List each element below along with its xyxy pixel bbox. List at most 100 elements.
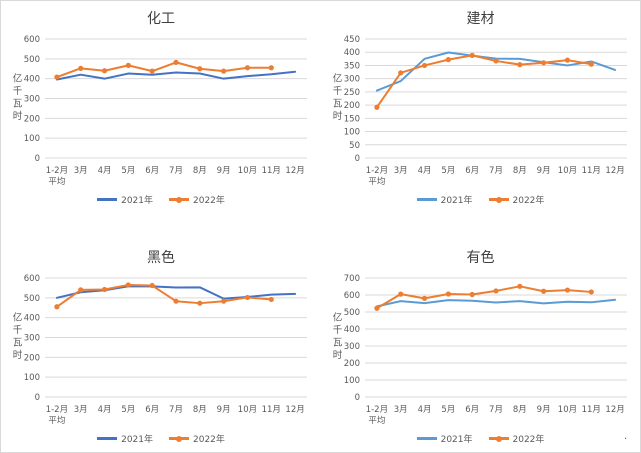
data-point-marker xyxy=(374,305,380,311)
x-tick-label: 1-2月 xyxy=(46,166,68,176)
y-tick-label: 100 xyxy=(24,373,40,383)
y-tick-label: 250 xyxy=(344,88,360,98)
y-tick-label: 600 xyxy=(24,35,40,45)
y-axis-title: 亿千瓦时 xyxy=(10,73,22,123)
data-point-marker xyxy=(125,62,131,68)
y-tick-label: 400 xyxy=(24,75,40,85)
legend-label: 2021年 xyxy=(121,196,153,206)
x-tick-label: 5月 xyxy=(441,405,455,415)
data-point-marker xyxy=(421,295,428,301)
data-point-marker xyxy=(588,289,594,295)
y-tick-label: 100 xyxy=(344,128,360,138)
data-point-marker xyxy=(398,291,404,297)
y-tick-label: 450 xyxy=(344,35,360,45)
legend-item-2021: 2021年 xyxy=(416,193,473,206)
x-tick-label: 6月 xyxy=(145,405,159,415)
x-tick-label: 8月 xyxy=(193,405,207,415)
data-point-marker xyxy=(445,291,451,297)
chart-panel-building-materials: 建材 亿千瓦时 0 50 100 150 200 250 300 350 400 450 1-2月平… xyxy=(321,1,640,227)
x-tick-label: 9月 xyxy=(217,166,231,176)
x-tick-label: 6月 xyxy=(465,405,479,415)
legend-marker-dot xyxy=(495,435,502,442)
data-point-marker xyxy=(149,68,155,74)
y-axis-title: 亿千瓦时 xyxy=(330,73,342,123)
data-point-marker xyxy=(493,288,499,294)
chart-panel-ferrous: 黑色 亿千瓦时 0 100 200 300 400 500 600 1-2月 平均 3月 4月 5月 6… xyxy=(1,227,321,452)
data-point-marker xyxy=(541,288,547,294)
legend-item-2022: 2022年 xyxy=(169,432,225,445)
legend-marker-dot xyxy=(176,435,182,442)
legend-item-2021: 2021年 xyxy=(97,193,153,206)
x-tick-label: 11月 xyxy=(582,405,601,415)
x-tick-label: 12月 xyxy=(285,405,304,415)
x-tick-label: 7月 xyxy=(169,166,183,176)
x-tick-label: 10月 xyxy=(558,166,577,176)
x-tick-label: 6月 xyxy=(145,166,159,176)
y-tick-label: 200 xyxy=(344,359,360,369)
x-tick-label: 9月 xyxy=(537,166,551,176)
chart-legend: 2021年 2022年 xyxy=(1,193,321,206)
y-tick-label: 500 xyxy=(24,55,40,65)
series-line-2022年 xyxy=(375,54,593,109)
x-tick-label: 8月 xyxy=(193,166,207,176)
x-tick-label: 7月 xyxy=(169,405,183,415)
chart-legend: 2021年 2022年 xyxy=(1,432,321,445)
legend-line-sample xyxy=(169,435,189,442)
data-point-marker xyxy=(149,282,155,289)
legend-label: 2022年 xyxy=(193,196,225,206)
x-tick-label: 平均 xyxy=(368,176,385,187)
data-point-marker xyxy=(268,65,274,71)
data-point-marker xyxy=(125,282,131,288)
data-point-marker xyxy=(78,287,84,293)
y-tick-label: 0 xyxy=(355,393,360,403)
y-tick-label: 100 xyxy=(24,134,40,144)
data-point-marker xyxy=(493,58,499,64)
legend-label: 2022年 xyxy=(512,196,545,206)
data-point-marker xyxy=(197,66,203,72)
x-tick-label: 1-2月 xyxy=(46,405,68,415)
chart-panel-chemical: 化工 亿千瓦时 0 100 200 300 400 500 600 1-2月 平均 3月 4月 5月 6… xyxy=(1,1,321,227)
y-tick-label: 0 xyxy=(35,154,40,164)
x-tick-label: 3月 xyxy=(394,405,408,415)
series-line-2022年 xyxy=(55,61,273,79)
y-tick-label: 150 xyxy=(344,114,360,124)
x-tick-label: 1-2月 xyxy=(366,166,388,176)
legend-item-2022: 2022年 xyxy=(488,432,544,445)
legend-line-sample xyxy=(97,437,118,440)
data-point-marker xyxy=(564,57,571,63)
y-tick-label: 400 xyxy=(344,325,360,335)
data-point-marker xyxy=(244,65,251,71)
y-tick-label: 300 xyxy=(24,95,40,105)
data-point-marker xyxy=(54,74,60,80)
data-point-marker xyxy=(588,61,594,67)
legend-line-sample xyxy=(416,198,437,201)
data-point-marker xyxy=(564,287,571,293)
x-tick-label: 10月 xyxy=(558,405,577,415)
chart-legend: 2021年 2022年 xyxy=(321,432,640,445)
x-tick-label: 12月 xyxy=(285,166,304,176)
y-tick-label: 200 xyxy=(344,101,360,111)
legend-line-sample xyxy=(97,198,118,201)
data-point-marker xyxy=(244,294,251,301)
legend-line-sample xyxy=(416,437,437,440)
x-tick-label: 4月 xyxy=(98,166,112,176)
chart-title: 有色 xyxy=(466,250,495,266)
data-point-marker xyxy=(517,283,523,289)
x-tick-label: 5月 xyxy=(441,166,455,176)
series-line-2021年 xyxy=(375,51,617,92)
data-point-marker xyxy=(469,52,475,58)
chart-title: 黑色 xyxy=(147,250,175,266)
data-point-marker xyxy=(268,296,274,303)
x-tick-label: 10月 xyxy=(238,405,257,415)
series-line-2021年 xyxy=(55,70,297,81)
y-tick-label: 600 xyxy=(344,291,360,301)
legend-line-sample xyxy=(169,196,189,203)
legend-item-2022: 2022年 xyxy=(488,193,545,206)
x-tick-label: 4月 xyxy=(98,405,112,415)
legend-marker-dot xyxy=(176,196,182,203)
x-tick-label: 9月 xyxy=(217,405,231,415)
x-tick-label: 4月 xyxy=(418,166,432,176)
data-point-marker xyxy=(101,286,108,293)
